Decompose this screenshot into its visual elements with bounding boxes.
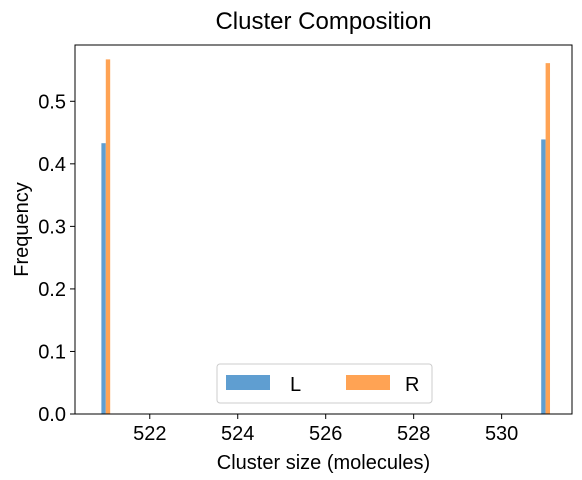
x-tick-label: 526 [309, 423, 342, 445]
legend: L R [216, 363, 433, 404]
bar-r-521 [105, 59, 111, 415]
plot-bars [101, 59, 551, 415]
bar-l-521 [101, 143, 106, 414]
chart-title: Cluster Composition [215, 8, 431, 35]
bar-l-531 [541, 139, 546, 415]
y-axis-ticks: 0.0 0.1 0.2 0.3 0.4 0.5 [38, 91, 75, 426]
legend-swatch-r [346, 375, 390, 390]
y-tick-label: 0.4 [38, 154, 66, 176]
y-axis-label: Frequency [11, 182, 33, 277]
legend-box [216, 363, 433, 404]
x-tick-label: 522 [133, 423, 166, 445]
plot-frame [74, 44, 573, 415]
y-tick-label: 0.0 [38, 404, 66, 426]
legend-label-l: L [290, 374, 301, 396]
x-axis-label: Cluster size (molecules) [217, 452, 430, 474]
x-tick-label: 528 [397, 423, 430, 445]
y-tick-label: 0.3 [38, 216, 66, 238]
x-tick-label: 524 [221, 423, 254, 445]
y-tick-label: 0.5 [38, 91, 66, 113]
legend-label-r: R [405, 374, 419, 396]
bar-r-531 [545, 63, 551, 414]
x-axis-ticks: 522 524 526 528 530 [133, 414, 518, 445]
x-tick-label: 530 [485, 423, 518, 445]
y-tick-label: 0.1 [38, 341, 66, 363]
y-tick-label: 0.2 [38, 279, 66, 301]
legend-swatch-l [226, 375, 270, 390]
